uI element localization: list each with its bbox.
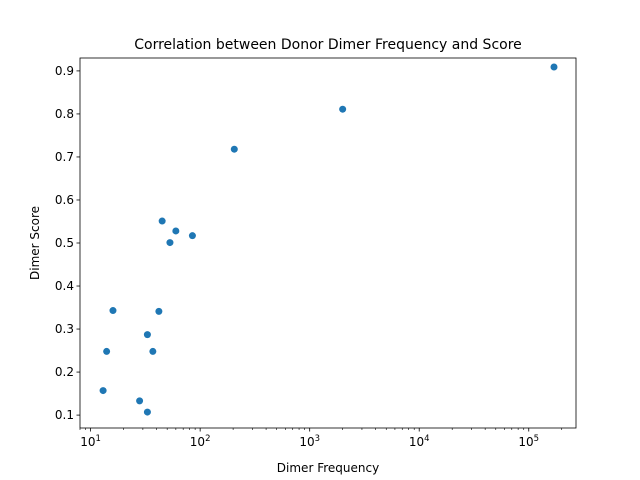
- x-tick-label: 102: [190, 434, 211, 449]
- scatter-point: [550, 63, 558, 71]
- scatter-point: [143, 331, 151, 339]
- scatter-point: [188, 232, 196, 240]
- x-axis-ticks: 101 102 103 104 105: [79, 428, 563, 449]
- y-tick-label: 0.7: [55, 150, 74, 164]
- x-tick-label: 104: [409, 434, 430, 449]
- plot-frame: [79, 57, 577, 429]
- y-tick-label: 0.9: [55, 64, 74, 78]
- scatter-point: [155, 307, 163, 315]
- y-axis-ticks: 0.1 0.2 0.3 0.4 0.5 0.6 0.7 0.8 0.9: [55, 64, 80, 422]
- x-tick-label: 103: [299, 434, 320, 449]
- x-axis-label: Dimer Frequency: [277, 461, 379, 475]
- chart-title: Correlation between Donor Dimer Frequenc…: [134, 37, 522, 53]
- x-tick-label: 105: [518, 434, 539, 449]
- scatter-point: [339, 105, 347, 113]
- scatter-point: [149, 347, 157, 355]
- scatter-point: [136, 397, 144, 405]
- y-tick-label: 0.2: [55, 365, 74, 379]
- y-axis-label: Dimer Score: [28, 206, 42, 280]
- x-tick-label: 101: [80, 434, 101, 449]
- scatter-point: [230, 145, 238, 153]
- y-tick-label: 0.4: [55, 279, 74, 293]
- y-tick-label: 0.3: [55, 322, 74, 336]
- scatter-point: [143, 408, 151, 416]
- y-tick-label: 0.5: [55, 236, 74, 250]
- scatter-point: [172, 227, 180, 235]
- y-tick-label: 0.8: [55, 107, 74, 121]
- scatter-point: [158, 217, 166, 225]
- y-tick-label: 0.6: [55, 193, 74, 207]
- scatter-point: [166, 239, 174, 247]
- scatter-point: [99, 387, 107, 395]
- scatter-point: [103, 347, 111, 355]
- points-layer: [99, 63, 558, 416]
- scatter-point: [109, 307, 117, 315]
- y-tick-label: 0.1: [55, 408, 74, 422]
